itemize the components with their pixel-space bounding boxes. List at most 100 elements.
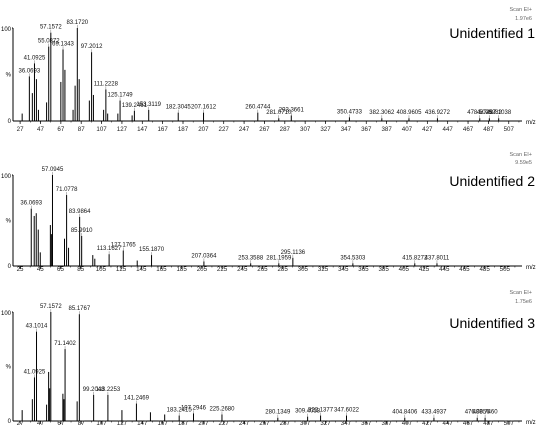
spectrum-title: Unidentified 2 (449, 173, 535, 189)
x-tick-label: 447 (443, 420, 454, 427)
x-tick-label: 65 (57, 266, 64, 273)
x-tick-label: 347 (341, 420, 352, 427)
x-tick-label: 87 (78, 126, 85, 133)
x-tick-label: 505 (500, 266, 511, 273)
y-tick-label: 100 (1, 27, 12, 33)
peak-label: 141.2469 (124, 396, 150, 402)
x-tick-label: 487 (483, 420, 494, 427)
peak-label: 111.2228 (94, 81, 119, 87)
intensity-label: 9.59e5 (515, 160, 532, 166)
peak-label: 57.1572 (40, 25, 62, 31)
y-axis-label: % (6, 219, 12, 225)
spectrum-panel-1: 100% 0 27 47 67 87 107 127 147 167 187 207 227 247 267… (1, 7, 536, 133)
peak-label: 478.5025 (467, 110, 493, 116)
peak-label: 36.0693 (19, 68, 41, 74)
x-tick-label: 227 (219, 420, 230, 427)
peak-label: 350.4733 (337, 109, 363, 115)
peak-label: 483.7460 (473, 410, 499, 416)
x-tick-label: 167 (157, 126, 168, 133)
x-tick-label: 387 (381, 126, 392, 133)
peak-label: 113.1627 (97, 246, 122, 252)
peak-label: 476.0056 (465, 410, 491, 416)
x-tick-label: 187 (178, 420, 189, 427)
x-tick-label: 245 (237, 266, 248, 273)
x-tick-label: 67 (57, 126, 64, 133)
x-tick-label: 267 (259, 420, 270, 427)
x-tick-label: 287 (280, 126, 291, 133)
y-tick-label: 0 (8, 419, 12, 425)
spectrum-title: Unidentified 3 (449, 315, 535, 331)
x-tick-label: 145 (136, 266, 147, 273)
peak-label: 487.9282 (477, 110, 503, 116)
peak-label: 69.1343 (52, 41, 74, 47)
peak-label: 155.1870 (139, 247, 165, 253)
spectrum-panel-3: 100% 0 27 47 67 87 107 127 147 167 187 207 227 247 267… (1, 290, 536, 427)
x-tick-label: 447 (443, 126, 454, 133)
spectrum-panel-2: 100% 0 25 45 65 85 105 125 145 165 185 205 225 245 265… (1, 152, 536, 273)
peak-label: 41.0925 (24, 369, 46, 375)
peak-label: 354.5303 (340, 255, 366, 261)
x-tick-label: 267 (259, 126, 270, 133)
x-tick-label: 485 (479, 266, 490, 273)
x-tick-label: 407 (402, 420, 413, 427)
x-tick-label: 305 (298, 266, 309, 273)
y-tick-label: 100 (1, 174, 12, 180)
intensity-label: 1.75e6 (515, 299, 532, 305)
x-tick-label: 467 (463, 126, 474, 133)
y-tick-label: 100 (1, 311, 12, 317)
x-tick-label: 265 (257, 266, 268, 273)
x-tick-label: 127 (117, 420, 128, 427)
peak-label: 382.3062 (369, 110, 395, 116)
x-tick-label: 427 (422, 420, 433, 427)
x-tick-label: 87 (78, 420, 85, 427)
x-tick-label: 167 (157, 420, 168, 427)
x-tick-label: 27 (17, 420, 24, 427)
peak-label: 57.0945 (42, 167, 64, 173)
x-tick-label: 105 (96, 266, 107, 273)
intensity-label: 1.97e6 (515, 16, 532, 22)
x-tick-label: 507 (504, 126, 515, 133)
x-tick-label: 205 (197, 266, 208, 273)
x-tick-label: 367 (361, 126, 372, 133)
x-tick-label: 285 (277, 266, 288, 273)
x-tick-label: 165 (156, 266, 167, 273)
peak-label: 55.0872 (38, 39, 60, 45)
x-tick-label: 207 (198, 126, 209, 133)
peak-label: 127.1765 (111, 243, 137, 249)
x-tick-label: 225 (217, 266, 228, 273)
peak-label: 41.0925 (24, 55, 46, 61)
x-tick-label: 47 (37, 126, 44, 133)
x-tick-label: 367 (361, 420, 372, 427)
x-tick-label: 407 (402, 126, 413, 133)
x-tick-label: 147 (137, 126, 148, 133)
peak-label: 207.1612 (191, 105, 217, 111)
peak-label: 281.1959 (266, 255, 292, 261)
scan-label: Scan EI+ (510, 7, 532, 13)
peak-label: 43.1014 (26, 324, 48, 330)
x-tick-label: 325 (318, 266, 329, 273)
x-tick-label: 27 (17, 126, 24, 133)
peak-label: 404.8406 (392, 410, 418, 416)
x-tick-label: 247 (239, 420, 250, 427)
peak-label: 153.3119 (136, 102, 161, 108)
peak-label: 260.4744 (245, 105, 271, 111)
peak-label: 207.0364 (191, 253, 217, 259)
peak-label: 253.3588 (238, 255, 264, 261)
peak-label: 497.1038 (486, 110, 512, 116)
x-tick-label: 287 (280, 420, 291, 427)
peak-label: 71.1402 (54, 341, 76, 347)
x-tick-label: 67 (57, 420, 64, 427)
x-tick-label: 487 (483, 126, 494, 133)
x-tick-label: 327 (320, 126, 331, 133)
x-tick-label: 227 (219, 126, 230, 133)
peak-label: 85.9910 (71, 228, 93, 234)
peak-label: 309.4058 (295, 409, 321, 415)
peak-label: 71.0778 (56, 187, 78, 193)
peak-label: 125.1749 (108, 93, 134, 99)
x-tick-label: 307 (300, 420, 311, 427)
peak-label: 408.9605 (396, 110, 422, 116)
x-tick-label: 107 (96, 126, 107, 133)
peak-label: 322.1377 (308, 408, 334, 414)
x-tick-label: 207 (198, 420, 209, 427)
